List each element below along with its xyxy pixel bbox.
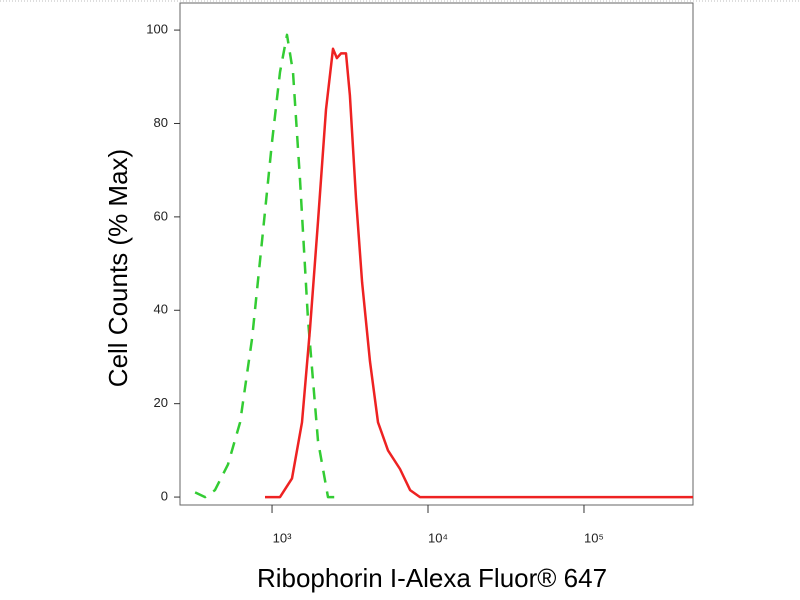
x-tick-label: 10⁴	[428, 530, 448, 545]
x-tick-label: 10⁵	[584, 530, 604, 545]
series-line	[265, 47, 693, 499]
x-tick-label: 10³	[273, 530, 292, 545]
plot-frame	[179, 2, 694, 506]
y-tick-label: 100	[146, 22, 168, 37]
y-axis-label: Cell Counts (% Max)	[103, 149, 133, 387]
y-tick-label: 20	[154, 395, 168, 410]
y-tick-label: 40	[154, 302, 168, 317]
x-axis-label: Ribophorin I-Alexa Fluor® 647	[257, 563, 607, 593]
y-tick-label: 60	[154, 208, 168, 223]
series-line	[194, 33, 340, 499]
y-tick-label: 80	[154, 115, 168, 130]
y-tick-label: 0	[161, 488, 168, 503]
